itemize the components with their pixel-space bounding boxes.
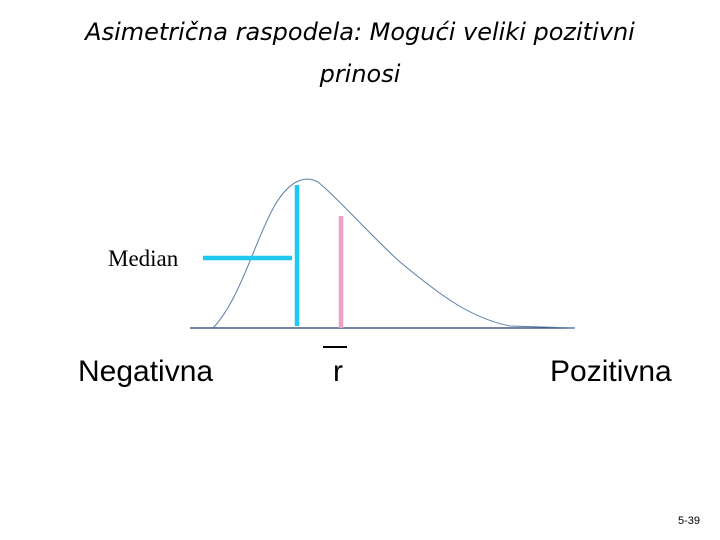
mean-label: r bbox=[333, 355, 343, 388]
negative-label: Negativna bbox=[78, 355, 213, 388]
median-label: Median bbox=[108, 246, 179, 271]
title-line: Asimetrična raspodela: Mogući veliki poz… bbox=[83, 18, 635, 46]
positive-label: Pozitivna bbox=[550, 355, 672, 388]
slide-number: 5-39 bbox=[678, 515, 700, 527]
title-line: prinosi bbox=[319, 60, 401, 88]
distribution-curve bbox=[212, 178, 576, 329]
